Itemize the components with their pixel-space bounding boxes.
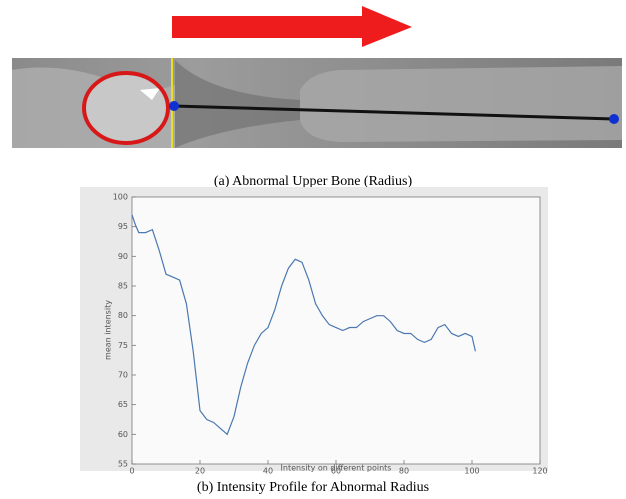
y-tick-label: 70 <box>118 371 128 380</box>
caption: (a) Abnormal Upper Bone (Radius) <box>214 174 413 189</box>
y-tick-label: 65 <box>118 400 128 409</box>
x-tick-label: 100 <box>464 467 479 476</box>
y-axis-label: mean intensity <box>104 300 113 360</box>
y-tick-label: 60 <box>118 430 128 439</box>
x-tick-label: 120 <box>532 467 547 476</box>
y-tick-label: 55 <box>118 460 128 469</box>
arrow <box>172 6 412 47</box>
y-tick-label: 100 <box>113 193 128 202</box>
x-axis-label: Intensity on different points <box>281 464 392 473</box>
x-tick-label: 60 <box>331 467 341 476</box>
y-tick-label: 90 <box>118 252 128 261</box>
y-tick-label: 95 <box>118 222 128 231</box>
plot-area <box>131 196 541 465</box>
y-tick-label: 80 <box>118 311 128 320</box>
data-line <box>131 214 476 436</box>
y-tick-label: 85 <box>118 282 128 291</box>
x-tick-label: 80 <box>399 467 409 476</box>
x-tick-label: 0 <box>129 467 134 476</box>
chart: 0 20 40 60 80 100 120 55 60 65 70 75 80 85 90 95 100 <box>113 193 548 476</box>
x-tick-label: 20 <box>195 467 205 476</box>
x-tick-label: 40 <box>263 467 273 476</box>
xray-image <box>12 58 622 148</box>
caption: (b) Intensity Profile for Abnormal Radiu… <box>197 480 429 495</box>
y-tick-label: 75 <box>118 341 128 350</box>
